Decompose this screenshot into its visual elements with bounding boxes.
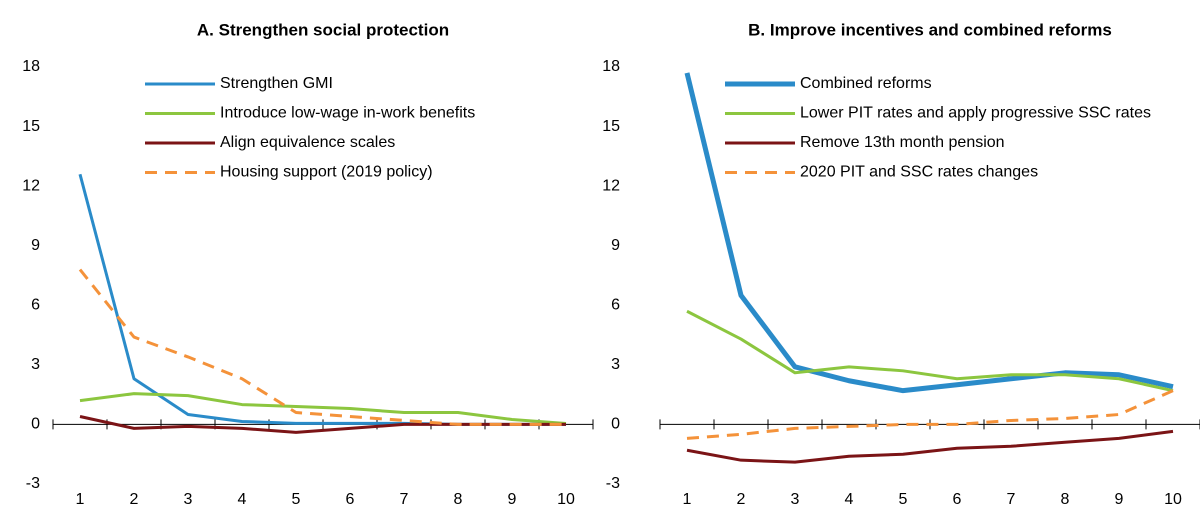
x-tick-label: 2 bbox=[737, 491, 746, 508]
x-tick-label: 2 bbox=[130, 491, 139, 508]
legend-label: Remove 13th month pension bbox=[800, 134, 1005, 151]
x-tick-label: 7 bbox=[1007, 491, 1016, 508]
y-tick-label: 3 bbox=[611, 356, 620, 373]
y-tick-label: 6 bbox=[611, 297, 620, 314]
series-line bbox=[79, 415, 566, 434]
x-tick-label: 1 bbox=[683, 491, 692, 508]
panel-title: A. Strengthen social protection bbox=[197, 20, 449, 39]
x-tick-label: 8 bbox=[1061, 491, 1070, 508]
legend-label: Strengthen GMI bbox=[220, 75, 333, 92]
y-tick-label: 6 bbox=[31, 297, 40, 314]
series-line bbox=[78, 173, 566, 426]
legend-label: Lower PIT rates and apply progressive SS… bbox=[800, 105, 1151, 122]
legend-label: Introduce low-wage in-work benefits bbox=[220, 105, 475, 122]
y-tick-label: 15 bbox=[602, 118, 620, 135]
y-tick-label: 0 bbox=[611, 416, 620, 433]
series-line bbox=[686, 429, 1174, 464]
x-tick-label: 6 bbox=[953, 491, 962, 508]
series-line bbox=[686, 389, 1174, 440]
x-tick-label: 6 bbox=[346, 491, 355, 508]
y-tick-label: 3 bbox=[31, 356, 40, 373]
x-tick-label: 4 bbox=[845, 491, 854, 508]
panel-title: B. Improve incentives and combined refor… bbox=[748, 20, 1112, 39]
x-tick-label: 3 bbox=[184, 491, 193, 508]
series-line bbox=[78, 268, 566, 426]
y-tick-label: -3 bbox=[26, 475, 40, 492]
x-tick-label: 9 bbox=[508, 491, 517, 508]
y-tick-label: 0 bbox=[31, 416, 40, 433]
legend-label: Align equivalence scales bbox=[220, 134, 395, 151]
y-tick-label: 18 bbox=[22, 58, 40, 75]
x-tick-label: 1 bbox=[76, 491, 85, 508]
x-tick-label: 10 bbox=[1164, 491, 1182, 508]
series-line bbox=[684, 72, 1174, 394]
y-tick-label: -3 bbox=[606, 475, 620, 492]
y-tick-label: 18 bbox=[602, 58, 620, 75]
y-tick-label: 15 bbox=[22, 118, 40, 135]
series-line bbox=[79, 392, 567, 425]
legend-label: Housing support (2019 policy) bbox=[220, 164, 433, 181]
y-tick-label: 12 bbox=[22, 177, 40, 194]
x-tick-label: 4 bbox=[238, 491, 247, 508]
series-line bbox=[686, 309, 1174, 393]
x-tick-label: 5 bbox=[899, 491, 908, 508]
x-tick-label: 7 bbox=[400, 491, 409, 508]
y-tick-label: 9 bbox=[31, 237, 40, 254]
legend-label: 2020 PIT and SSC rates changes bbox=[800, 164, 1038, 181]
x-tick-label: 5 bbox=[292, 491, 301, 508]
legend-label: Combined reforms bbox=[800, 75, 932, 92]
x-tick-label: 9 bbox=[1115, 491, 1124, 508]
x-tick-label: 8 bbox=[454, 491, 463, 508]
x-tick-label: 3 bbox=[791, 491, 800, 508]
y-tick-label: 12 bbox=[602, 177, 620, 194]
y-tick-label: 9 bbox=[611, 237, 620, 254]
x-tick-label: 10 bbox=[557, 491, 575, 508]
